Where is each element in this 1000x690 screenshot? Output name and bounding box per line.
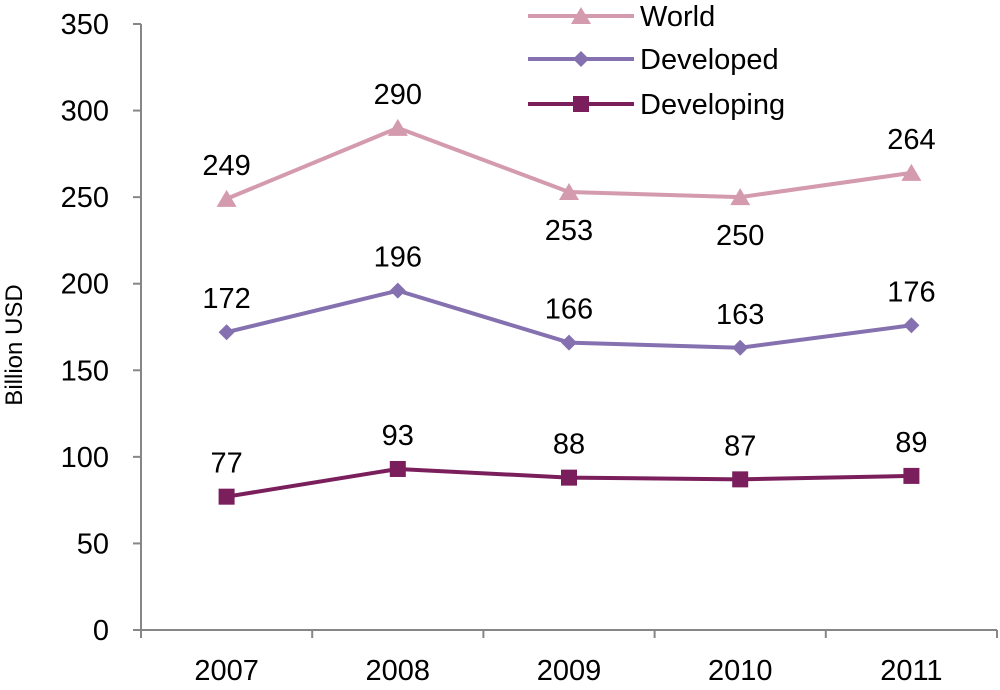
data-point-marker — [218, 324, 235, 341]
y-tick-label: 50 — [77, 528, 109, 560]
data-point-marker — [561, 469, 577, 486]
data-point-marker — [561, 334, 577, 351]
data-label: 89 — [895, 427, 927, 459]
series-layer: 249 290 253 250 264 172 196 166 163 176 77 93 88 87 89 — [202, 79, 936, 505]
data-point-marker — [389, 460, 406, 477]
y-axis-title-group: Billion USD — [1, 284, 28, 405]
legend-label: Developed — [640, 44, 779, 76]
legend: World Developed Developing — [528, 1, 785, 121]
legend-item-developed: Developed — [528, 44, 779, 76]
y-tick-label: 200 — [61, 269, 109, 301]
data-label: 77 — [210, 448, 242, 480]
y-tick-label: 0 — [93, 615, 109, 647]
data-label: 250 — [716, 220, 764, 252]
legend-item-world: World — [528, 1, 715, 33]
data-label: 166 — [545, 294, 593, 326]
data-point-marker — [387, 118, 408, 136]
y-tick-label: 100 — [61, 442, 109, 474]
data-point-marker — [732, 339, 749, 356]
data-point-marker — [559, 182, 579, 200]
data-point-marker — [903, 317, 920, 334]
y-tick-label: 250 — [61, 182, 109, 214]
legend-item-developing: Developing — [528, 89, 785, 121]
data-point-marker — [732, 471, 749, 488]
legend-label: Developing — [640, 89, 785, 121]
data-point-marker — [903, 467, 920, 484]
axes: 0 50 100 150 200 250 300 350 2007 2008 2009 2010 201… — [61, 9, 998, 687]
y-axis-title: Billion USD — [1, 284, 28, 405]
data-label: 176 — [887, 276, 935, 308]
y-tick-label: 300 — [61, 96, 109, 128]
data-label: 87 — [724, 430, 756, 462]
data-point-marker — [730, 188, 751, 206]
data-label: 264 — [887, 124, 935, 156]
legend-marker — [573, 96, 589, 112]
data-label: 163 — [716, 299, 764, 331]
data-label: 290 — [374, 79, 422, 111]
legend-label: World — [640, 1, 715, 33]
legend-marker — [571, 7, 591, 24]
data-label: 88 — [553, 429, 585, 461]
x-tick-label: 2010 — [708, 655, 773, 687]
data-label: 93 — [382, 420, 414, 452]
data-label: 172 — [202, 283, 250, 315]
series-developing: 77 93 88 87 89 — [210, 420, 928, 505]
series-world: 249 290 253 250 264 — [202, 79, 935, 252]
data-point-marker — [389, 282, 406, 299]
data-point-marker — [901, 163, 922, 181]
legend-marker — [573, 51, 589, 67]
x-tick-label: 2009 — [537, 655, 602, 687]
x-tick-label: 2008 — [366, 655, 431, 687]
data-label: 249 — [202, 150, 250, 182]
y-tick-label: 150 — [61, 355, 109, 387]
data-point-marker — [218, 488, 235, 505]
data-point-marker — [216, 189, 237, 207]
data-label: 196 — [374, 242, 422, 274]
x-tick-label: 2011 — [880, 655, 942, 687]
data-label: 253 — [545, 215, 593, 247]
y-tick-label: 350 — [61, 9, 109, 41]
series-developed: 172 196 166 163 176 — [202, 242, 936, 356]
x-tick-label: 2007 — [194, 655, 259, 687]
